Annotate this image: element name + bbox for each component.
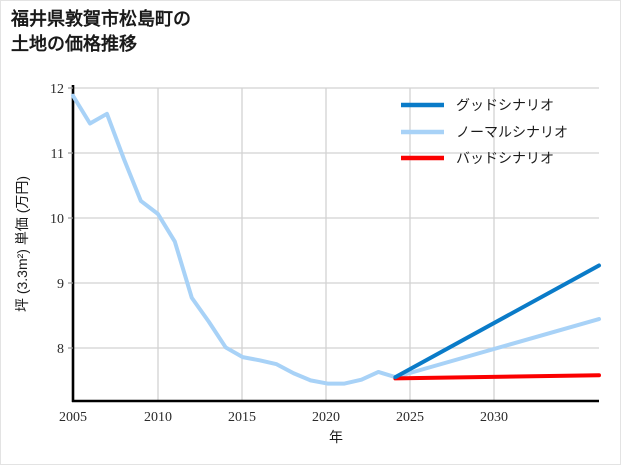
- x-tick-label: 2010: [144, 410, 172, 425]
- x-tick-label: 2005: [59, 410, 87, 425]
- x-gridlines: [157, 88, 495, 401]
- y-tick-label: 8: [57, 342, 64, 357]
- y-tick-label: 10: [50, 212, 64, 227]
- series-line-bad-scenario: [393, 373, 601, 381]
- y-tick-label: 9: [57, 277, 64, 292]
- series-line-good-scenario: [393, 263, 601, 380]
- y-tick-marks: [68, 87, 73, 349]
- chart-legend: グッドシナリオ ノーマルシナリオ バッドシナリオ: [401, 98, 568, 167]
- title-line-1: 福井県敦賀市松島町の: [11, 9, 191, 29]
- y-axis-title: 坪 (3.3m²) 単価 (万円): [14, 176, 30, 312]
- y-tick-label: 11: [51, 147, 64, 162]
- page-title: 福井県敦賀市松島町の 土地の価格推移: [11, 7, 191, 57]
- series-paths: [71, 93, 601, 386]
- x-tick-label: 2020: [312, 410, 340, 425]
- series-line-normal-scenario: [393, 317, 601, 380]
- x-tick-labels: 2005 2010 2015 2020 2025 2030: [59, 410, 508, 425]
- series-line-history: [71, 93, 398, 386]
- title-line-2: 土地の価格推移: [11, 33, 137, 54]
- y-tick-labels: 12 11 10 9 8: [50, 82, 64, 357]
- x-tick-label: 2030: [480, 410, 508, 425]
- legend-label-bad: バッドシナリオ: [456, 152, 554, 167]
- legend-label-normal: ノーマルシナリオ: [456, 126, 568, 141]
- x-axis-title: 年: [329, 429, 343, 445]
- x-tick-label: 2025: [396, 410, 424, 425]
- y-tick-label: 12: [50, 82, 64, 97]
- legend-label-good: グッドシナリオ: [456, 98, 554, 114]
- x-tick-label: 2015: [228, 410, 256, 425]
